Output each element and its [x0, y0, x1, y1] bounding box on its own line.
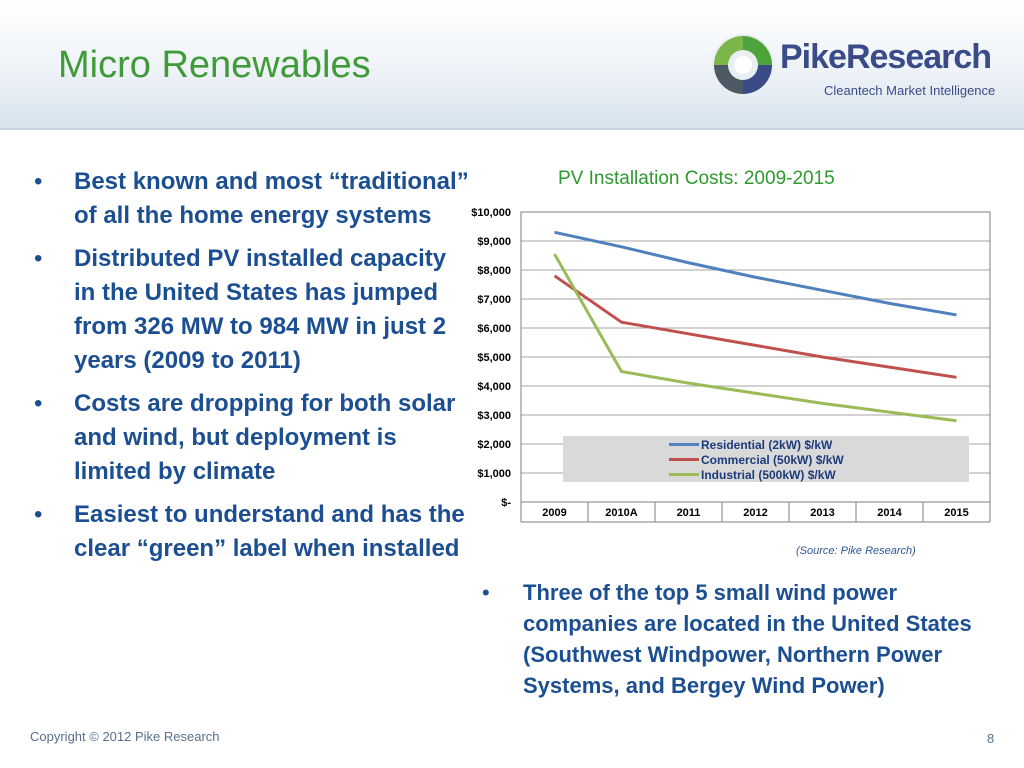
y-tick-label: $- [501, 497, 511, 509]
y-tick-label: $5,000 [477, 352, 511, 364]
y-tick-label: $8,000 [477, 265, 511, 277]
bullet-glyph: • [34, 242, 42, 276]
y-tick-label: $3,000 [477, 410, 511, 422]
right-bullet-item: • Three of the top 5 small wind power com… [478, 577, 998, 701]
legend-label-industrial: Industrial (500kW) $/kW [701, 468, 836, 482]
left-bullet-text: Costs are dropping for both solar and wi… [74, 390, 455, 485]
source-note: (Source: Pike Research) [796, 545, 916, 557]
y-tick-label: $7,000 [477, 294, 511, 306]
logo-tagline: Cleantech Market Intelligence [824, 83, 995, 98]
legend-item-industrial: Industrial (500kW) $/kW [669, 467, 836, 482]
left-bullet-text: Easiest to understand and has the clear … [74, 501, 465, 562]
chart-legend: Residential (2kW) $/kW Commercial (50kW)… [563, 436, 969, 482]
page-number: 8 [987, 731, 994, 746]
logo-name-part2: Research [846, 38, 991, 76]
left-bullet-list: • Best known and most “traditional” of al… [30, 165, 470, 575]
bullet-glyph: • [34, 387, 42, 421]
legend-item-commercial: Commercial (50kW) $/kW [669, 452, 844, 467]
x-tick-label: 2012 [743, 507, 767, 519]
y-tick-label: $9,000 [477, 236, 511, 248]
x-tick-label: 2015 [944, 507, 968, 519]
pike-research-logo: PikeResearch Cleantech Market Intelligen… [708, 28, 998, 104]
bullet-glyph: • [482, 577, 490, 608]
right-bullet-text: Three of the top 5 small wind power comp… [523, 580, 972, 698]
legend-swatch-commercial [669, 458, 699, 461]
x-tick-label: 2014 [877, 507, 902, 519]
series-line-residential [555, 232, 957, 315]
logo-swirl-icon [708, 30, 778, 100]
logo-name-part1: Pike [780, 38, 846, 76]
y-tick-label: $1,000 [477, 468, 511, 480]
x-tick-label: 2009 [542, 507, 566, 519]
legend-swatch-industrial [669, 473, 699, 476]
left-bullet-text: Best known and most “traditional” of all… [74, 168, 469, 229]
logo-wordmark: PikeResearch [780, 38, 991, 77]
chart-title: PV Installation Costs: 2009-2015 [558, 168, 835, 190]
x-tick-label: 2010A [605, 507, 637, 519]
bullet-glyph: • [34, 165, 42, 199]
x-tick-label: 2013 [810, 507, 834, 519]
copyright-text: Copyright © 2012 Pike Research [30, 729, 220, 744]
left-bullet-item: • Best known and most “traditional” of al… [30, 165, 470, 233]
series-line-industrial [555, 254, 957, 421]
right-bullet-list: • Three of the top 5 small wind power com… [478, 577, 998, 701]
y-tick-label: $6,000 [477, 323, 511, 335]
legend-item-residential: Residential (2kW) $/kW [669, 437, 832, 452]
left-bullet-item: • Easiest to understand and has the clear… [30, 498, 470, 566]
x-tick-label: 2011 [677, 507, 701, 519]
y-tick-label: $10,000 [471, 207, 511, 219]
y-tick-label: $4,000 [477, 381, 511, 393]
legend-label-residential: Residential (2kW) $/kW [701, 438, 832, 452]
slide-title: Micro Renewables [58, 44, 371, 87]
left-bullet-item: • Costs are dropping for both solar and w… [30, 387, 470, 489]
legend-label-commercial: Commercial (50kW) $/kW [701, 453, 844, 467]
legend-swatch-residential [669, 443, 699, 446]
y-tick-label: $2,000 [477, 439, 511, 451]
left-bullet-text: Distributed PV installed capacity in the… [74, 245, 446, 374]
bullet-glyph: • [34, 498, 42, 532]
left-bullet-item: • Distributed PV installed capacity in th… [30, 242, 470, 378]
